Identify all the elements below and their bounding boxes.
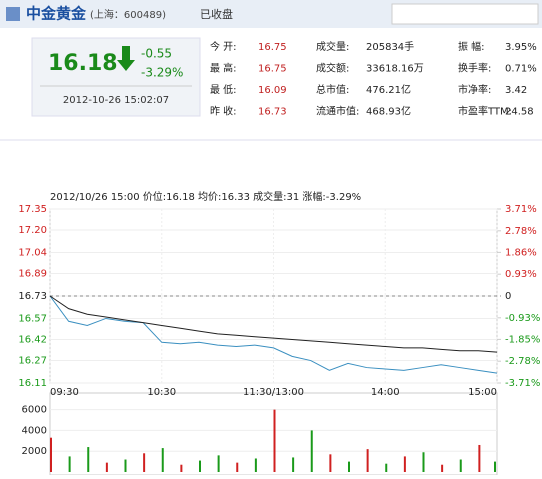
stat-label: 昨 收: <box>210 105 237 118</box>
y-tick-label: 16.27 <box>18 356 47 367</box>
y-tick-label: 4000 <box>22 425 47 436</box>
stat-value: 468.93亿 <box>366 105 411 118</box>
x-tick-label: 15:00 <box>468 387 497 398</box>
volume-bar <box>494 461 496 472</box>
stat-value: 3.42 <box>505 85 527 96</box>
stat-label: 流通市值: <box>316 105 359 118</box>
y-tick-label: 16.57 <box>18 313 47 324</box>
y-tick-label: 16.11 <box>18 378 47 389</box>
volume-bar <box>68 456 71 472</box>
y-tick-label: 6000 <box>22 405 47 416</box>
volume-bar <box>478 444 481 472</box>
stat-label: 总市值: <box>316 83 349 96</box>
volume-bar <box>254 458 257 472</box>
x-tick-label: 09:30 <box>50 387 79 398</box>
x-tick-label: 10:30 <box>147 387 176 398</box>
stat-value: 16.75 <box>258 64 287 75</box>
stat-label: 成交量: <box>316 40 349 53</box>
down-arrow <box>117 46 135 71</box>
y2-tick-label: -1.85% <box>505 334 540 345</box>
stat-value: 0.71% <box>505 64 537 75</box>
quote-box <box>31 37 201 117</box>
volume-bar <box>329 454 332 472</box>
stat-label: 成交额: <box>316 62 349 75</box>
stat-label: 最 高: <box>210 62 237 75</box>
volume-bar <box>87 447 90 472</box>
x-tick-label: 11:30/13:00 <box>243 387 304 398</box>
stat-value: 33618.16万 <box>366 64 424 75</box>
volume-bar <box>403 456 406 472</box>
stat-value: 205834手 <box>366 40 414 53</box>
x-tick-label: 14:00 <box>371 387 400 398</box>
y2-tick-label: 0 <box>505 291 511 302</box>
change-pct: -3.29% <box>141 66 183 80</box>
stat-label: 市盈率TTM: <box>458 105 512 118</box>
y2-tick-label: 3.71% <box>505 204 537 215</box>
stat-value: 24.58 <box>505 107 534 118</box>
volume-bar <box>143 453 146 472</box>
header-icon <box>6 7 20 21</box>
stat-value: 3.95% <box>505 42 537 53</box>
stat-value: 16.73 <box>258 107 287 118</box>
chart-info: 2012/10/26 15:00 价位:16.18 均价:16.33 成交量:3… <box>50 190 361 203</box>
stat-label: 振 幅: <box>458 40 485 53</box>
volume-bar <box>441 464 444 472</box>
y-tick-label: 16.89 <box>18 269 47 280</box>
y2-tick-label: 2.78% <box>505 226 537 237</box>
y2-tick-label: 0.93% <box>505 269 537 280</box>
y2-tick-label: -3.71% <box>505 378 540 389</box>
change: -0.55 <box>141 47 172 61</box>
y2-tick-label: -0.93% <box>505 313 540 324</box>
y-tick-label: 17.20 <box>18 225 47 236</box>
search-box[interactable] <box>391 3 539 25</box>
stock-name: 中金黄金 <box>26 5 87 23</box>
volume-bar <box>292 457 295 472</box>
volume-bar <box>161 448 164 472</box>
volume-bar <box>217 455 220 472</box>
stat-label: 换手率: <box>458 62 491 75</box>
volume-bar <box>366 449 369 472</box>
status: 已收盘 <box>200 7 233 21</box>
volume-bar <box>310 430 313 472</box>
y-tick-label: 17.04 <box>18 248 47 259</box>
price: 16.18 <box>48 51 118 76</box>
volume-bar <box>180 464 183 472</box>
y-tick-label: 2000 <box>22 446 47 457</box>
volume-bar <box>459 459 462 472</box>
volume-bar <box>124 459 127 472</box>
stat-label: 今 开: <box>210 40 237 53</box>
volume-bar <box>348 461 350 472</box>
stat-value: 476.21亿 <box>366 83 411 96</box>
y2-tick-label: -2.78% <box>505 356 540 367</box>
y-tick-label: 16.73 <box>18 291 47 302</box>
volume-bar <box>422 452 425 472</box>
volume-bar <box>273 409 276 472</box>
volume-bar <box>105 462 108 472</box>
quote-time: 2012-10-26 15:02:07 <box>63 95 169 106</box>
stat-label: 最 低: <box>210 83 237 96</box>
stat-label: 市净率: <box>458 83 491 96</box>
volume-bar <box>236 462 239 472</box>
y2-tick-label: 1.86% <box>505 247 537 258</box>
price-line <box>49 295 498 374</box>
volume-bar <box>199 460 201 472</box>
stat-value: 16.75 <box>258 42 287 53</box>
volume-bar <box>50 437 52 472</box>
volume-bar <box>385 463 388 472</box>
price-line <box>49 295 498 353</box>
stock-market: (上海：600489) <box>90 8 166 21</box>
stat-value: 16.09 <box>258 85 287 96</box>
y-tick-label: 16.42 <box>18 335 47 346</box>
y-tick-label: 17.35 <box>18 204 47 215</box>
